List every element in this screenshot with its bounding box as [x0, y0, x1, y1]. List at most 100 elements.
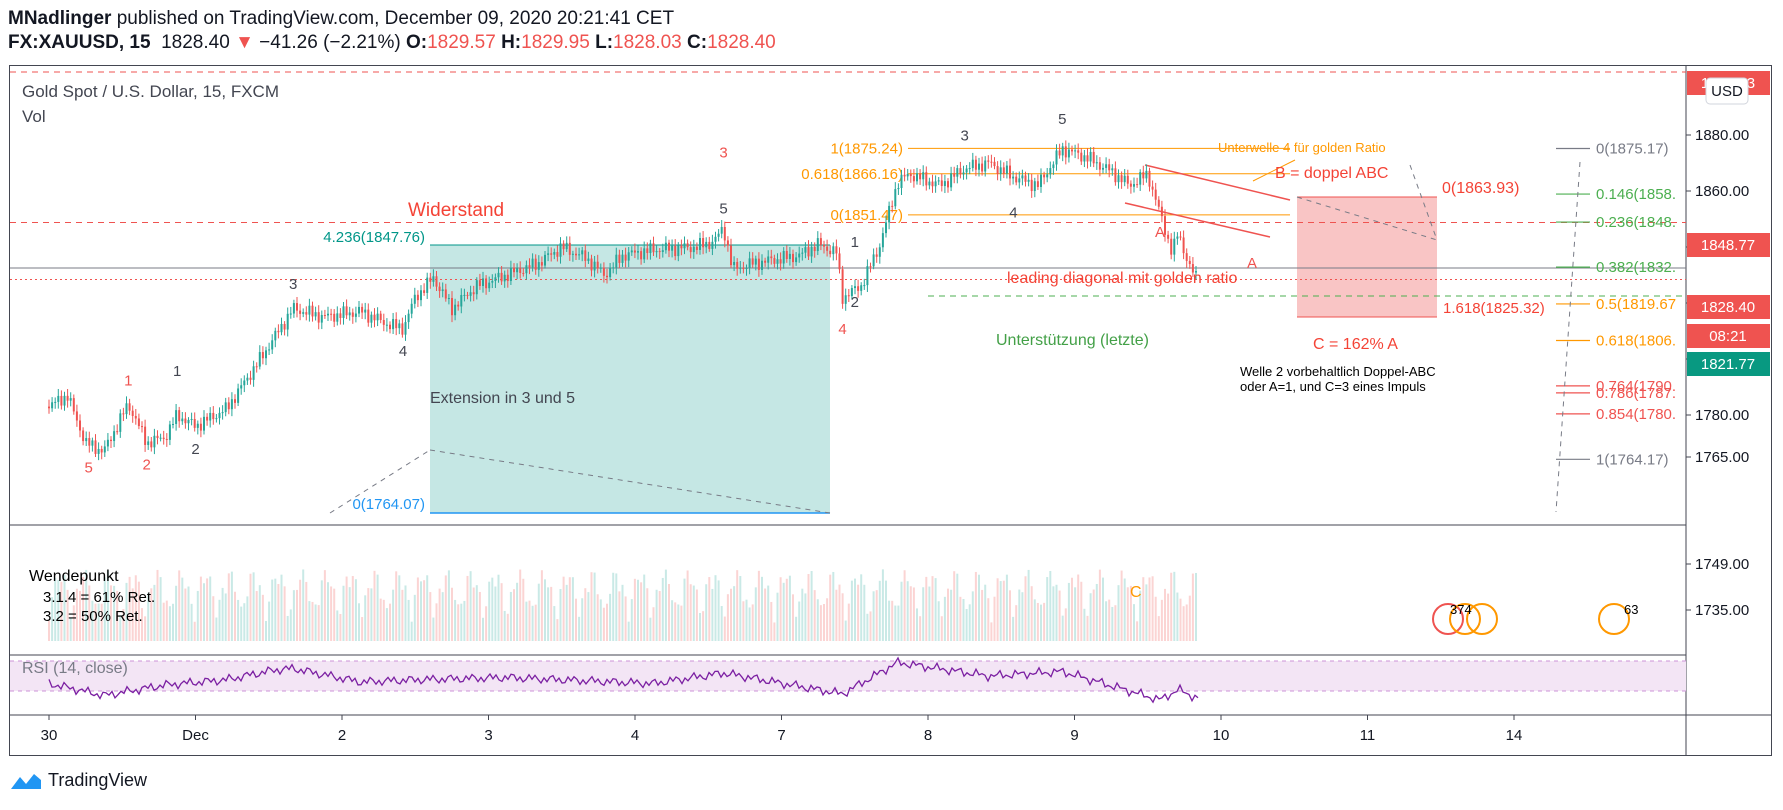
flag-event-icon-2[interactable]: 63: [1598, 602, 1638, 635]
candle-body: [559, 243, 562, 257]
flag-event-icon[interactable]: 374: [1432, 602, 1498, 635]
candle-body: [116, 431, 119, 433]
volume-bar: [872, 591, 875, 641]
volume-bar: [813, 590, 816, 641]
volume-bar: [596, 594, 599, 641]
volume-bar: [469, 571, 472, 641]
candle-body: [255, 366, 258, 368]
volume-bar: [342, 585, 345, 641]
volume-bar: [1005, 574, 1008, 641]
volume-bar: [199, 576, 202, 641]
candle-body: [215, 418, 218, 420]
candle-body: [1086, 155, 1089, 162]
volume-bar: [478, 591, 481, 641]
candle-body: [1095, 162, 1098, 164]
extension-box[interactable]: [430, 245, 830, 513]
dashed-helper-5: [1555, 161, 1581, 513]
fib-0-blue-label: 0(1764.07): [352, 496, 425, 513]
volume-bar: [850, 580, 853, 641]
candle-body: [466, 294, 469, 296]
candle-body: [175, 410, 178, 424]
volume-bar: [519, 569, 522, 641]
candle-body: [460, 294, 463, 307]
channel-upper-line[interactable]: [1144, 164, 1291, 201]
candle-body: [187, 419, 190, 424]
candle-body: [348, 312, 351, 316]
volume-bar: [196, 590, 199, 641]
volume-bar: [550, 586, 553, 641]
volume-bar: [925, 576, 928, 641]
volume-bar: [110, 585, 112, 641]
volume-bar: [379, 598, 382, 641]
channel-lower-line[interactable]: [1124, 202, 1271, 238]
dashed-helper-3: [1296, 196, 1438, 241]
candle-body: [609, 267, 612, 278]
candle-body: [382, 319, 385, 325]
volume-bar: [373, 570, 376, 641]
volume-bar: [1086, 615, 1089, 641]
candle-body: [813, 246, 816, 252]
volume-bar: [376, 574, 379, 641]
volume-bar: [302, 569, 305, 641]
candle-body: [606, 275, 608, 278]
volume-bar: [466, 575, 469, 641]
candle-body: [810, 246, 813, 257]
volume-legend[interactable]: Vol: [22, 107, 46, 126]
volume-bar: [643, 574, 646, 641]
wave-label-7: 5: [719, 200, 727, 217]
candle-body: [234, 399, 236, 403]
volume-bar: [1018, 589, 1021, 641]
volume-bar: [757, 570, 760, 641]
volume-bar: [184, 588, 187, 641]
volume-bar: [85, 569, 88, 641]
volume-bar: [584, 588, 587, 641]
price-axis-label-bg-2: [1687, 295, 1770, 319]
legend-title[interactable]: Gold Spot / U.S. Dollar, 15, FXCM: [22, 82, 279, 101]
candle-body: [79, 420, 81, 431]
volume-bar: [1191, 573, 1194, 641]
fib-right: 0(1875.17) 0.146(1858. 0.236(1848. 0.382(18…: [1556, 141, 1676, 468]
target-box[interactable]: [1297, 197, 1437, 317]
volume-bar: [165, 600, 168, 641]
candle-body: [469, 292, 472, 296]
published-text: published on TradingView.com, December 0…: [116, 8, 675, 29]
volume-bar: [516, 582, 519, 641]
candle-body: [320, 315, 323, 323]
candle-body: [447, 297, 450, 299]
candle-body: [1195, 271, 1197, 273]
candle-body: [878, 247, 881, 257]
volume-bar: [317, 605, 320, 641]
volume-bar: [544, 579, 546, 641]
volume-bar: [79, 590, 81, 641]
candle-body: [646, 248, 649, 254]
volume-bar: [69, 618, 72, 641]
candle-body: [181, 418, 184, 422]
publisher-name[interactable]: MNadlinger: [8, 8, 112, 29]
rsi-legend[interactable]: RSI (14, close): [22, 660, 128, 677]
candle-body: [891, 205, 894, 207]
last-price: 1828.40: [161, 32, 230, 53]
candle-body: [193, 418, 196, 428]
candle-body: [280, 323, 283, 333]
close-value: 1828.40: [707, 32, 776, 53]
candle-body: [1092, 151, 1095, 164]
candle-body: [509, 267, 512, 282]
event-count-1: 374: [1450, 602, 1472, 617]
candle-body: [354, 313, 357, 317]
tradingview-logo[interactable]: TradingView: [10, 770, 147, 791]
volume-bar: [723, 616, 726, 641]
volume-bar: [602, 607, 605, 641]
candle-body: [1160, 206, 1163, 217]
volume-bar: [48, 620, 50, 641]
volume-bar: [668, 584, 670, 641]
volume-bar: [475, 585, 478, 641]
candle-body: [695, 246, 698, 250]
candle-body: [767, 256, 770, 263]
candle-body: [968, 168, 971, 170]
candle-body: [1061, 146, 1064, 156]
time-axis[interactable]: 30 Dec 2 3 4 7 8 9 10 11 14: [41, 715, 1523, 744]
candle-body: [416, 294, 419, 301]
currency-button[interactable]: [1705, 77, 1749, 105]
wave-label-10: 1: [851, 234, 859, 251]
